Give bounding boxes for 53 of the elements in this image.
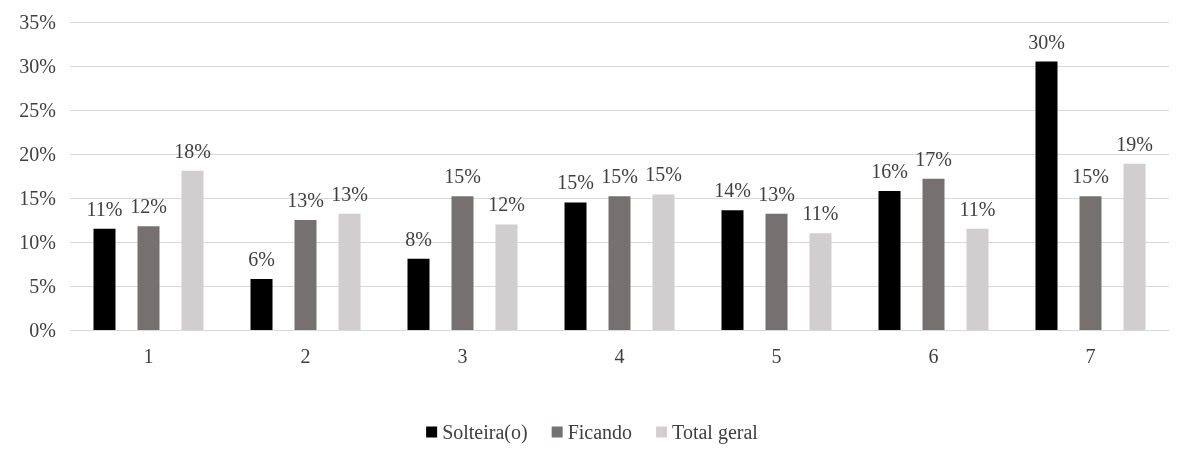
- data-label: 15%: [645, 163, 682, 186]
- data-label: 8%: [405, 227, 432, 250]
- data-label: 11%: [959, 197, 996, 220]
- data-label: 11%: [802, 202, 839, 225]
- bar: [721, 210, 744, 330]
- bar: [564, 202, 587, 330]
- data-label: 15%: [1072, 165, 1109, 188]
- data-label: 12%: [488, 193, 525, 216]
- y-tick-label: 0%: [29, 319, 56, 341]
- data-label: 6%: [248, 247, 275, 270]
- data-label: 18%: [174, 139, 211, 162]
- data-label: 17%: [915, 147, 952, 170]
- x-tick-label: 3: [457, 345, 468, 367]
- bar: [451, 196, 474, 330]
- data-label: 14%: [714, 179, 751, 202]
- bar: [765, 213, 788, 330]
- y-tick-label: 15%: [19, 187, 56, 209]
- data-label: 13%: [758, 182, 795, 205]
- y-tick-label: 10%: [19, 231, 56, 253]
- y-tick-label: 25%: [19, 99, 56, 121]
- data-label: 15%: [601, 165, 638, 188]
- data-label: 30%: [1028, 30, 1065, 53]
- legend-label: Solteira(o): [442, 421, 528, 444]
- data-label: 16%: [871, 159, 908, 182]
- bar: [294, 220, 317, 330]
- data-label: 13%: [331, 182, 368, 205]
- bar: [407, 258, 430, 330]
- data-label: 15%: [557, 171, 594, 194]
- bar: [137, 226, 160, 330]
- x-tick-label: 2: [300, 345, 311, 367]
- data-label: 13%: [287, 189, 324, 211]
- x-tick-label: 4: [614, 345, 625, 367]
- bar: [608, 196, 631, 330]
- y-tick-label: 20%: [19, 143, 56, 165]
- data-label: 15%: [444, 165, 481, 188]
- x-tick-label: 5: [771, 345, 782, 367]
- x-tick-label: 7: [1085, 345, 1096, 367]
- bar: [1035, 61, 1058, 330]
- bar: [878, 190, 901, 330]
- data-label: 12%: [130, 195, 167, 218]
- x-tick-label: 1: [143, 345, 154, 367]
- x-tick-label: 6: [928, 345, 939, 367]
- bar: [250, 278, 273, 330]
- y-tick-label: 35%: [19, 11, 56, 33]
- y-tick-label: 5%: [29, 275, 56, 297]
- bar: [922, 178, 945, 330]
- y-tick-label: 30%: [19, 55, 56, 77]
- data-label: 11%: [86, 197, 123, 220]
- data-label: 19%: [1116, 132, 1153, 155]
- bar: [93, 228, 116, 330]
- legend-label: Total geral: [672, 421, 759, 444]
- bar: [1079, 196, 1102, 330]
- legend-label: Ficando: [567, 421, 633, 443]
